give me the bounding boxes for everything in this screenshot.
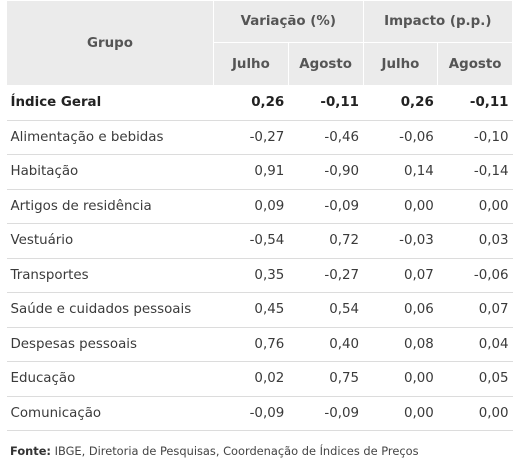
cell-imp-agosto: 0,04 xyxy=(437,327,513,362)
cell-var-julho: 0,35 xyxy=(213,258,289,293)
cell-var-julho: 0,26 xyxy=(213,85,289,121)
cell-grupo: Saúde e cuidados pessoais xyxy=(6,292,214,328)
cell-grupo: Transportes xyxy=(6,258,214,293)
cell-grupo: Educação xyxy=(6,361,214,397)
ipca-table-container: Grupo Variação (%) Impacto (p.p.) Julho … xyxy=(6,0,518,458)
header-imp-julho: Julho xyxy=(362,42,439,86)
cell-var-julho: 0,09 xyxy=(213,189,289,224)
cell-var-julho: -0,27 xyxy=(213,120,289,155)
cell-imp-agosto: 0,00 xyxy=(437,189,513,224)
table-row-indice-geral: Índice Geral 0,26 -0,11 0,26 -0,11 xyxy=(6,85,513,121)
header-impacto: Impacto (p.p.) xyxy=(362,0,514,43)
cell-imp-agosto: 0,00 xyxy=(437,396,513,431)
cell-var-agosto: -0,09 xyxy=(288,396,364,431)
cell-var-agosto: -0,27 xyxy=(288,258,364,293)
cell-var-agosto: 0,40 xyxy=(288,327,364,362)
cell-imp-agosto: -0,10 xyxy=(437,120,513,155)
cell-grupo: Vestuário xyxy=(6,223,214,259)
cell-imp-julho: 0,06 xyxy=(363,292,438,328)
table-row: Alimentação e bebidas -0,27 -0,46 -0,06 … xyxy=(6,120,513,155)
cell-grupo: Índice Geral xyxy=(6,85,214,121)
cell-grupo: Despesas pessoais xyxy=(6,327,214,362)
table-row: Educação 0,02 0,75 0,00 0,05 xyxy=(6,361,513,397)
header-var-julho: Julho xyxy=(213,42,289,86)
cell-imp-julho: 0,08 xyxy=(363,327,438,362)
table-row: Artigos de residência 0,09 -0,09 0,00 0,… xyxy=(6,189,513,224)
table-header: Grupo Variação (%) Impacto (p.p.) Julho … xyxy=(6,0,514,86)
header-var-agosto: Agosto xyxy=(287,42,364,86)
table-row: Habitação 0,91 -0,90 0,14 -0,14 xyxy=(6,154,513,190)
cell-imp-julho: 0,07 xyxy=(363,258,438,293)
cell-imp-agosto: -0,14 xyxy=(437,154,513,190)
table-row: Vestuário -0,54 0,72 -0,03 0,03 xyxy=(6,223,513,259)
cell-var-agosto: -0,11 xyxy=(288,85,364,121)
cell-imp-julho: 0,26 xyxy=(363,85,438,121)
cell-grupo: Habitação xyxy=(6,154,214,190)
source-label: Fonte: xyxy=(10,444,51,458)
cell-imp-julho: 0,00 xyxy=(363,189,438,224)
cell-imp-julho: 0,00 xyxy=(363,396,438,431)
cell-imp-agosto: 0,03 xyxy=(437,223,513,259)
cell-imp-agosto: 0,05 xyxy=(437,361,513,397)
header-grupo: Grupo xyxy=(6,0,214,86)
table-row: Transportes 0,35 -0,27 0,07 -0,06 xyxy=(6,258,513,293)
cell-imp-julho: 0,00 xyxy=(363,361,438,397)
table-row: Saúde e cuidados pessoais 0,45 0,54 0,06… xyxy=(6,292,513,328)
source-note: Fonte: IBGE, Diretoria de Pesquisas, Coo… xyxy=(6,431,518,458)
cell-var-julho: 0,02 xyxy=(213,361,289,397)
cell-var-agosto: -0,90 xyxy=(288,154,364,190)
cell-imp-agosto: 0,07 xyxy=(437,292,513,328)
cell-var-julho: -0,54 xyxy=(213,223,289,259)
source-text: IBGE, Diretoria de Pesquisas, Coordenaçã… xyxy=(50,444,419,458)
header-variacao: Variação (%) xyxy=(213,0,364,43)
table-row: Despesas pessoais 0,76 0,40 0,08 0,04 xyxy=(6,327,513,362)
cell-var-julho: -0,09 xyxy=(213,396,289,431)
cell-imp-agosto: -0,06 xyxy=(437,258,513,293)
cell-var-julho: 0,45 xyxy=(213,292,289,328)
cell-var-julho: 0,76 xyxy=(213,327,289,362)
cell-var-julho: 0,91 xyxy=(213,154,289,190)
cell-var-agosto: 0,54 xyxy=(288,292,364,328)
cell-imp-julho: -0,06 xyxy=(363,120,438,155)
cell-var-agosto: -0,09 xyxy=(288,189,364,224)
cell-grupo: Artigos de residência xyxy=(6,189,214,224)
cell-var-agosto: 0,75 xyxy=(288,361,364,397)
cell-var-agosto: 0,72 xyxy=(288,223,364,259)
cell-grupo: Comunicação xyxy=(6,396,214,431)
table-row: Comunicação -0,09 -0,09 0,00 0,00 xyxy=(6,396,513,431)
cell-var-agosto: -0,46 xyxy=(288,120,364,155)
table-body: Índice Geral 0,26 -0,11 0,26 -0,11 Alime… xyxy=(6,85,513,431)
ipca-table: Grupo Variação (%) Impacto (p.p.) Julho … xyxy=(6,0,514,431)
cell-imp-agosto: -0,11 xyxy=(437,85,513,121)
cell-grupo: Alimentação e bebidas xyxy=(6,120,214,155)
cell-imp-julho: 0,14 xyxy=(363,154,438,190)
header-imp-agosto: Agosto xyxy=(437,42,514,86)
cell-imp-julho: -0,03 xyxy=(363,223,438,259)
